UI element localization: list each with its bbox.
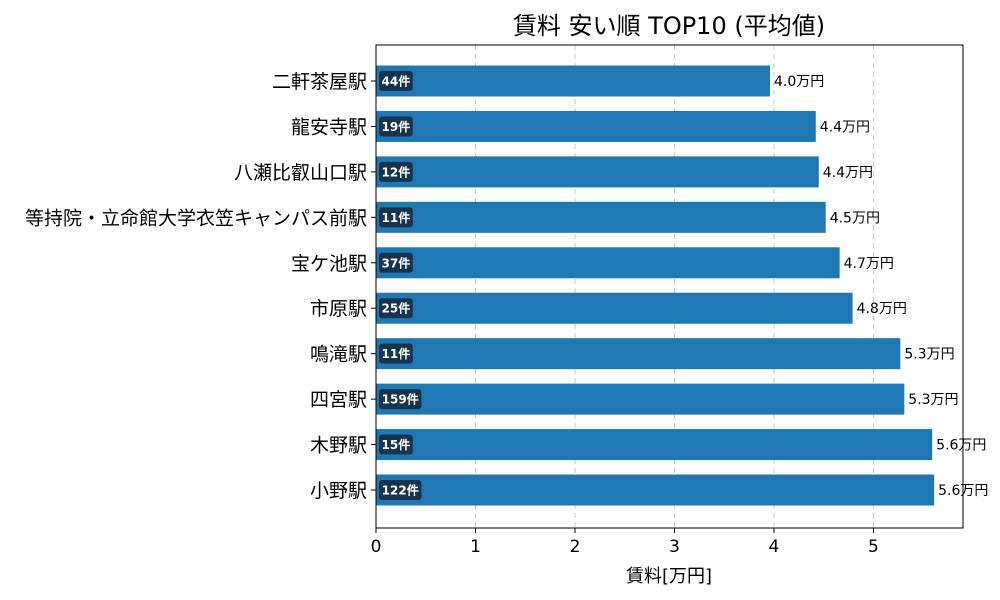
count-label: 19件 [382, 119, 411, 134]
x-tick-label: 4 [769, 537, 780, 557]
count-badge [379, 343, 413, 364]
value-label: 4.8万円 [857, 301, 907, 317]
x-axis-ticks: 0 1 2 3 4 5 [371, 528, 879, 557]
y-tick-label: 四宮駅 [310, 389, 367, 411]
bars: 44件 4.0万円 19件 4.4万円 12件 4.4万円 11件 4.5万円 37件 4.7万円… [376, 65, 988, 506]
chart-title: 賃料 安い順 TOP10 (平均値) [513, 12, 825, 40]
count-label: 15件 [382, 437, 411, 452]
value-label: 5.3万円 [908, 392, 958, 408]
plot-frame [375, 44, 964, 529]
count-label: 11件 [382, 346, 411, 361]
value-label: 5.6万円 [936, 438, 986, 454]
y-tick-label: 等持院・立命館大学衣笠キャンパス前駅 [25, 207, 367, 229]
y-axis-labels: 二軒茶屋駅龍安寺駅八瀬比叡山口駅等持院・立命館大学衣笠キャンパス前駅宝ケ池駅市原… [25, 71, 376, 502]
y-tick-label: 二軒茶屋駅 [272, 71, 367, 93]
x-tick-label: 3 [669, 537, 680, 557]
count-badge [379, 161, 413, 182]
value-label: 4.5万円 [830, 210, 880, 226]
y-tick-label: 鳴滝駅 [310, 344, 367, 366]
count-label: 12件 [382, 164, 411, 179]
value-label: 4.4万円 [823, 165, 873, 181]
bar [376, 201, 826, 233]
y-tick-label: 龍安寺駅 [291, 116, 367, 138]
bar [376, 474, 935, 506]
value-label: 4.0万円 [774, 74, 824, 90]
count-badge [379, 298, 413, 319]
count-label: 159件 [382, 392, 419, 407]
value-label: 5.3万円 [904, 347, 954, 363]
value-label: 4.7万円 [844, 256, 894, 272]
y-tick-label: 市原駅 [310, 298, 367, 320]
y-tick-label: 小野駅 [310, 480, 367, 502]
bar [376, 292, 853, 324]
bar [376, 247, 840, 279]
x-tick-label: 2 [570, 537, 581, 557]
count-label: 25件 [382, 301, 411, 316]
count-label: 11件 [382, 210, 411, 225]
x-axis-label: 賃料[万円] [626, 566, 712, 587]
count-badge [379, 71, 413, 91]
bar [376, 156, 819, 188]
x-tick-label: 0 [371, 537, 382, 557]
count-badge [379, 252, 413, 273]
y-tick-label: 宝ケ池駅 [291, 253, 367, 275]
value-label: 4.4万円 [820, 119, 870, 135]
count-badge [379, 434, 413, 455]
count-label: 37件 [382, 255, 411, 270]
count-badge [379, 116, 413, 137]
count-badge [379, 480, 422, 500]
x-tick-label: 5 [868, 537, 879, 557]
y-tick-label: 八瀬比叡山口駅 [234, 162, 367, 184]
count-badge [379, 207, 413, 228]
count-label: 44件 [382, 74, 411, 89]
bar [376, 383, 905, 415]
bar [376, 429, 933, 461]
x-tick-label: 1 [470, 537, 481, 557]
bar [376, 65, 770, 97]
bar [376, 110, 816, 142]
bar [376, 338, 901, 370]
count-badge [379, 389, 422, 410]
count-label: 122件 [382, 483, 419, 498]
y-tick-label: 木野駅 [310, 435, 367, 457]
